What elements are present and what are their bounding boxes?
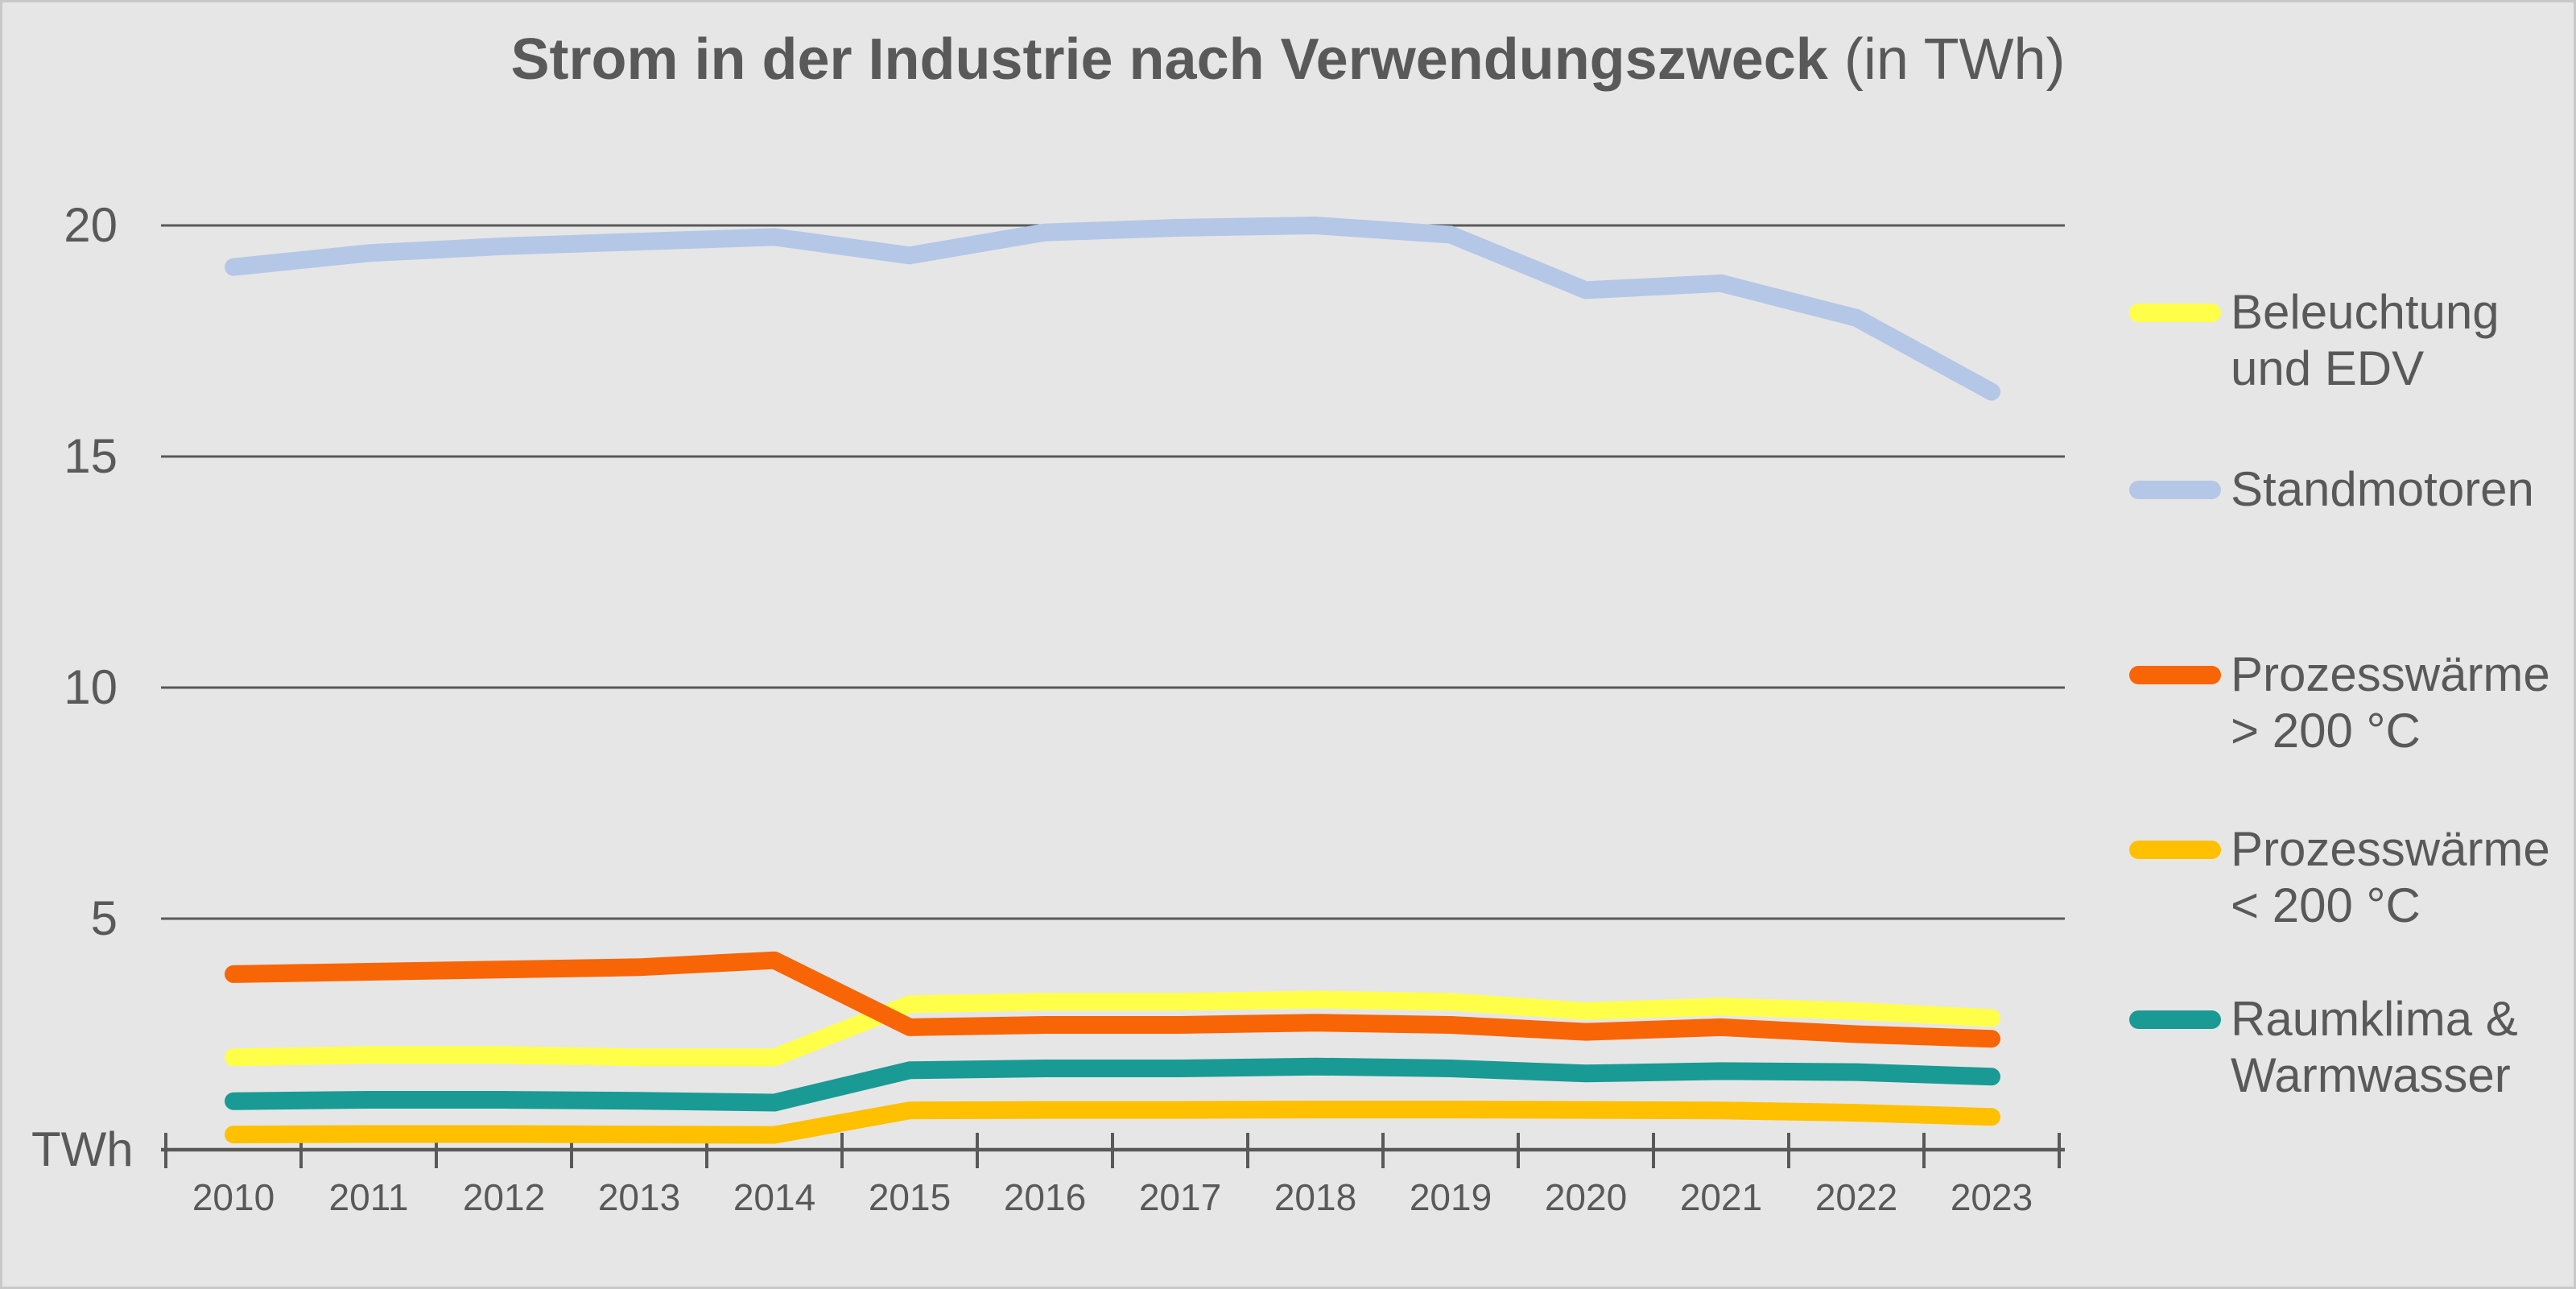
- series-line-prozesswärme-200-c: [225, 951, 2000, 1048]
- legend-label-line: Beleuchtung: [2231, 285, 2500, 339]
- x-tick-label-2010: 2010: [192, 1176, 275, 1218]
- series-line-prozesswärme-200-c: [225, 1101, 2000, 1144]
- x-axis-labels: 2010 2011 2012 2013 2014 2015 2016 2017 …: [166, 1176, 2059, 1218]
- x-tick-label-2016: 2016: [1003, 1176, 1087, 1218]
- legend-item-raumklima-warmwasser: Raumklima & Warmwasser: [2129, 991, 2518, 1104]
- x-tick-label-2021: 2021: [1679, 1176, 1763, 1218]
- x-tick-label-2012: 2012: [462, 1176, 546, 1218]
- y-axis-unit-label: TWh: [31, 1122, 134, 1176]
- legend-item-prozesswaerme-ueber-200: Prozesswärme > 200 °C: [2129, 647, 2550, 759]
- legend-swatch-beleuchtung-und-edv: [2129, 304, 2221, 322]
- x-tick-label-2017: 2017: [1138, 1176, 1222, 1218]
- legend-label-line: Standmotoren: [2231, 462, 2534, 516]
- legend-swatch-raumklima-warmwasser: [2129, 1010, 2221, 1029]
- y-tick-label-20: 20: [64, 198, 118, 252]
- legend-label-line: < 200 °C: [2231, 878, 2421, 932]
- legend-label-line: und EDV: [2231, 341, 2425, 395]
- x-tick-label-2011: 2011: [328, 1176, 409, 1218]
- x-tick-label-2014: 2014: [733, 1176, 816, 1218]
- legend-label-line: Prozesswärme: [2231, 647, 2550, 701]
- chart-title: Strom in der Industrie nach Verwendungsz…: [2, 23, 2574, 96]
- x-tick-label-2023: 2023: [1950, 1176, 2033, 1218]
- legend-label-line: Raumklima &: [2231, 992, 2518, 1046]
- x-tick-label-2019: 2019: [1409, 1176, 1492, 1218]
- legend: Beleuchtung und EDV Standmotoren Prozess…: [2129, 2, 2574, 1287]
- series-line-beleuchtung-und-edv: [225, 990, 2000, 1067]
- chart-title-suffix: (in TWh): [1827, 27, 2066, 92]
- legend-item-standmotoren: Standmotoren: [2129, 461, 2534, 518]
- y-tick-label-15: 15: [64, 429, 118, 483]
- legend-swatch-prozesswaerme-unter-200: [2129, 841, 2221, 859]
- x-tick-label-2015: 2015: [868, 1176, 952, 1218]
- series-line-standmotoren: [225, 217, 2000, 401]
- legend-item-prozesswaerme-unter-200: Prozesswärme < 200 °C: [2129, 821, 2550, 934]
- x-tick-label-2022: 2022: [1814, 1176, 1898, 1218]
- legend-item-beleuchtung-und-edv: Beleuchtung und EDV: [2129, 284, 2500, 397]
- x-tick-label-2018: 2018: [1274, 1176, 1357, 1218]
- series-line-raumklima-warmwasser: [225, 1057, 2000, 1112]
- legend-swatch-prozesswaerme-ueber-200: [2129, 666, 2221, 684]
- y-tick-label-10: 10: [64, 660, 118, 714]
- legend-label-line: Warmwasser: [2231, 1048, 2511, 1102]
- x-tick-label-2013: 2013: [597, 1176, 681, 1218]
- x-tick-label-2020: 2020: [1544, 1176, 1628, 1218]
- legend-swatch-standmotoren: [2129, 481, 2221, 499]
- y-tick-label-5: 5: [90, 891, 118, 945]
- legend-label-line: > 200 °C: [2231, 704, 2421, 758]
- legend-label-line: Prozesswärme: [2231, 822, 2550, 876]
- chart-title-main: Strom in der Industrie nach Verwendungsz…: [510, 27, 1828, 92]
